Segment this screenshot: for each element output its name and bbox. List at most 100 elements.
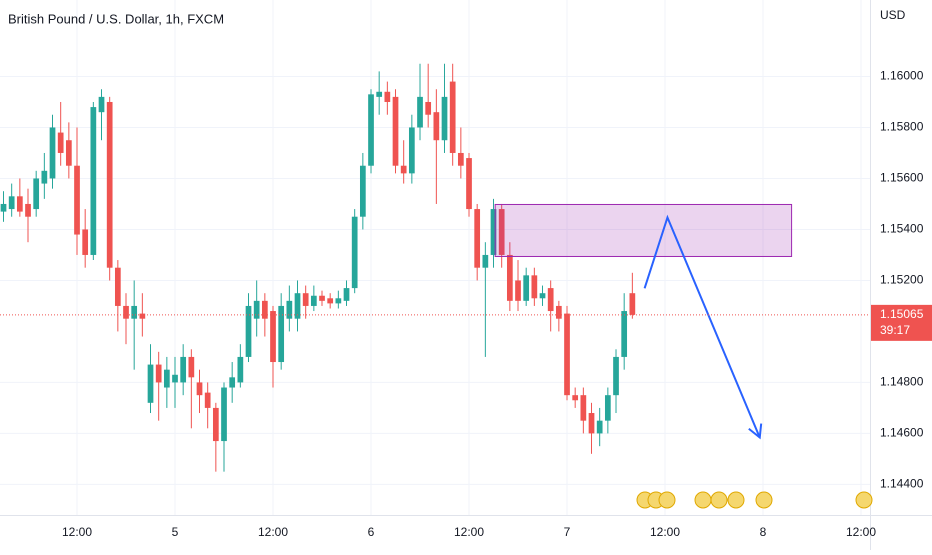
candle-body bbox=[531, 275, 538, 299]
candle-body bbox=[319, 295, 325, 301]
candle-body bbox=[613, 356, 619, 396]
candle-body bbox=[147, 364, 154, 403]
candle-body bbox=[270, 311, 276, 363]
candle-body bbox=[335, 298, 342, 304]
candle-body bbox=[294, 293, 301, 319]
candle-body bbox=[604, 395, 611, 421]
candle-body bbox=[25, 203, 31, 217]
y-tick-label: 1.15400 bbox=[880, 222, 924, 236]
candle-body bbox=[98, 96, 105, 113]
candle-body bbox=[457, 152, 464, 166]
candle-body bbox=[196, 382, 203, 396]
candle-body bbox=[359, 165, 366, 217]
x-tick-label: 7 bbox=[564, 525, 571, 539]
candle-body bbox=[621, 311, 628, 357]
candle-body bbox=[466, 158, 472, 210]
grid bbox=[0, 0, 870, 515]
x-tick-label: 12:00 bbox=[62, 525, 92, 539]
chart-title: British Pound / U.S. Dollar, 1h, FXCM bbox=[8, 11, 224, 26]
y-tick-label: 1.15600 bbox=[880, 171, 924, 185]
candle-body bbox=[123, 305, 129, 319]
candle-body bbox=[310, 295, 317, 306]
candle-body bbox=[139, 313, 146, 319]
candle-body bbox=[114, 267, 121, 306]
candle-body bbox=[506, 254, 513, 301]
candle-body bbox=[245, 305, 252, 357]
candle-body bbox=[90, 107, 97, 255]
y-tick-label: 1.16000 bbox=[880, 69, 924, 83]
candle-body bbox=[106, 101, 113, 268]
candle-body bbox=[368, 94, 374, 166]
y-tick-label: 1.15800 bbox=[880, 120, 924, 134]
arrow-line bbox=[643, 214, 761, 438]
candle-body bbox=[253, 300, 260, 319]
candle-body bbox=[408, 127, 415, 174]
candle-body bbox=[539, 293, 546, 299]
candle-body bbox=[564, 313, 570, 396]
candle-body bbox=[490, 209, 497, 255]
plot bbox=[0, 63, 870, 472]
candle-body bbox=[498, 209, 505, 255]
candle-body bbox=[400, 165, 407, 174]
candle-body bbox=[515, 280, 521, 301]
candle-body bbox=[57, 132, 64, 153]
candle-body bbox=[596, 420, 603, 434]
candle-body bbox=[278, 305, 285, 363]
arrow-head bbox=[748, 423, 763, 440]
candle-body bbox=[65, 140, 72, 166]
event-icons bbox=[636, 491, 873, 509]
last-price-badge bbox=[871, 304, 932, 341]
candle-body bbox=[172, 374, 178, 383]
candle-body bbox=[351, 216, 358, 289]
candle-body bbox=[441, 96, 448, 141]
candle-body bbox=[433, 112, 440, 141]
candle-body bbox=[41, 170, 48, 184]
candle-body bbox=[131, 305, 138, 319]
candle-body bbox=[155, 364, 162, 383]
x-tick-label: 6 bbox=[368, 525, 375, 539]
x-tick-label: 12:00 bbox=[258, 525, 288, 539]
candle-body bbox=[425, 101, 432, 115]
candle-body bbox=[327, 298, 334, 304]
candle-body bbox=[523, 275, 530, 301]
candle-body bbox=[204, 392, 211, 408]
candle-body bbox=[82, 229, 89, 255]
candle-body bbox=[188, 356, 195, 378]
x-tick-label: 12:00 bbox=[846, 525, 876, 539]
x-tick-label: 8 bbox=[760, 525, 767, 539]
currency-label: USD bbox=[880, 8, 906, 22]
candle-body bbox=[482, 254, 489, 268]
candle-body bbox=[629, 293, 636, 315]
candle-body bbox=[221, 387, 227, 442]
candle-body bbox=[417, 96, 423, 128]
candle-body bbox=[286, 300, 293, 319]
candle-body bbox=[33, 178, 40, 210]
candle-body bbox=[0, 203, 7, 212]
candle-body bbox=[261, 300, 268, 319]
candle-body bbox=[547, 288, 554, 312]
candle-body bbox=[343, 288, 350, 301]
countdown-label: 39:17 bbox=[880, 323, 910, 337]
candle-body bbox=[555, 305, 562, 319]
x-tick-label: 12:00 bbox=[454, 525, 484, 539]
y-tick-label: 1.14400 bbox=[880, 477, 924, 491]
candle-body bbox=[212, 407, 219, 442]
candle-body bbox=[580, 395, 587, 421]
candle-body bbox=[49, 127, 56, 179]
candle-body bbox=[16, 196, 23, 212]
y-tick-label: 1.15200 bbox=[880, 273, 924, 287]
y-tick-label: 1.14800 bbox=[880, 375, 924, 389]
candle-body bbox=[572, 395, 579, 401]
last-price-label: 1.15065 bbox=[880, 307, 924, 321]
candle-body bbox=[376, 91, 383, 97]
x-tick-label: 5 bbox=[172, 525, 179, 539]
candle-body bbox=[384, 91, 391, 102]
candle-body bbox=[449, 81, 456, 153]
candle-body bbox=[180, 356, 187, 383]
candle-body bbox=[588, 413, 595, 434]
candle-body bbox=[163, 369, 170, 388]
candle-body bbox=[8, 196, 15, 210]
candle-body bbox=[74, 165, 80, 235]
